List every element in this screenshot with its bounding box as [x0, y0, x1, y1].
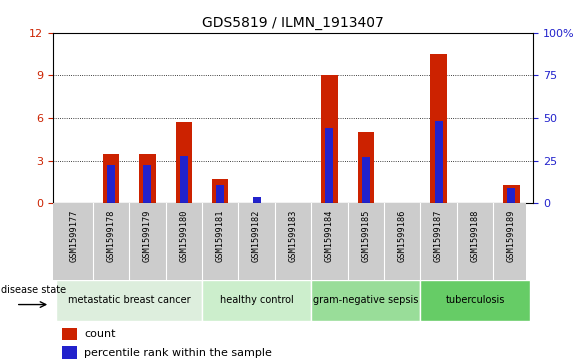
Bar — [180, 156, 188, 203]
Text: healthy control: healthy control — [220, 295, 294, 305]
Bar — [325, 128, 333, 203]
Text: gram-negative sepsis: gram-negative sepsis — [313, 295, 418, 305]
Bar — [144, 165, 151, 203]
Text: GSM1599182: GSM1599182 — [252, 209, 261, 262]
Text: metastatic breast cancer: metastatic breast cancer — [68, 295, 190, 305]
Text: GSM1599180: GSM1599180 — [179, 209, 188, 262]
Text: GSM1599178: GSM1599178 — [107, 209, 115, 262]
Bar — [107, 165, 115, 203]
Bar — [503, 185, 520, 203]
Bar — [103, 154, 119, 203]
Bar — [139, 154, 155, 203]
Text: GSM1599188: GSM1599188 — [471, 209, 479, 262]
Text: GSM1599185: GSM1599185 — [362, 209, 370, 262]
Bar — [62, 327, 77, 340]
Bar — [435, 121, 442, 203]
Text: GSM1599189: GSM1599189 — [507, 209, 516, 262]
Bar — [311, 280, 420, 321]
Text: count: count — [84, 329, 115, 339]
Bar — [216, 184, 224, 203]
Text: percentile rank within the sample: percentile rank within the sample — [84, 347, 272, 358]
Bar — [176, 122, 192, 203]
Text: tuberculosis: tuberculosis — [445, 295, 505, 305]
Text: GSM1599179: GSM1599179 — [143, 209, 152, 262]
Text: GSM1599177: GSM1599177 — [70, 209, 79, 262]
Text: GSM1599181: GSM1599181 — [216, 209, 224, 262]
Bar — [507, 188, 516, 203]
Bar — [321, 75, 338, 203]
Bar — [357, 132, 374, 203]
Bar — [56, 280, 202, 321]
Bar — [253, 197, 261, 203]
Bar — [62, 346, 77, 359]
Bar — [362, 157, 370, 203]
Text: GSM1599187: GSM1599187 — [434, 209, 443, 262]
Text: GSM1599184: GSM1599184 — [325, 209, 334, 262]
Bar — [431, 54, 447, 203]
Text: GSM1599183: GSM1599183 — [288, 209, 298, 262]
Text: disease state: disease state — [1, 285, 66, 295]
Bar — [202, 280, 311, 321]
Bar — [212, 179, 229, 203]
Title: GDS5819 / ILMN_1913407: GDS5819 / ILMN_1913407 — [202, 16, 384, 30]
Bar — [420, 280, 530, 321]
Text: GSM1599186: GSM1599186 — [398, 209, 407, 262]
